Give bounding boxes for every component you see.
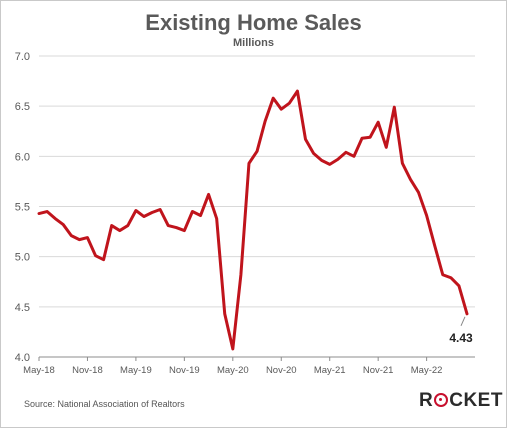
annotation-layer: 4.43 [449, 316, 473, 345]
x-axis-ticks: May-18 Nov-18 May-19 Nov-19 May-20 Nov-20 May-… [23, 357, 442, 376]
x-tick-label: May-21 [314, 365, 346, 376]
x-tick-label: Nov-18 [72, 365, 103, 376]
y-tick-label: 4.5 [15, 302, 30, 314]
annotation-label: 4.43 [449, 331, 473, 345]
chart-subtitle: Millions [233, 37, 274, 49]
y-tick-label: 4.0 [15, 352, 30, 364]
series-line [37, 89, 469, 351]
source-note: Source: National Association of Realtors [24, 399, 185, 409]
chart-title: Existing Home Sales [145, 10, 362, 35]
x-tick-label: May-20 [217, 365, 249, 376]
gridlines [39, 55, 475, 358]
y-tick-label: 6.0 [15, 151, 30, 163]
y-axis-ticks: 4.0 4.5 5.0 5.5 6.0 6.5 7.0 [15, 51, 30, 364]
y-tick-label: 5.5 [15, 202, 30, 214]
x-tick-label: May-22 [411, 365, 443, 376]
series-layer [37, 89, 469, 351]
x-tick-label: May-18 [23, 365, 55, 376]
annotation-leader [460, 316, 466, 327]
y-tick-label: 6.5 [15, 101, 30, 113]
x-tick-label: Nov-20 [266, 365, 297, 376]
y-tick-label: 5.0 [15, 252, 30, 264]
y-tick-label: 7.0 [15, 51, 30, 63]
logo-o-icon [434, 393, 449, 407]
x-tick-label: Nov-19 [169, 365, 200, 376]
logo-text-right: CKET [449, 390, 503, 411]
x-tick-label: May-19 [120, 365, 152, 376]
x-tick-label: Nov-21 [363, 365, 394, 376]
logo-text-left: R [419, 390, 434, 411]
rocket-logo: R CKET [419, 390, 503, 412]
